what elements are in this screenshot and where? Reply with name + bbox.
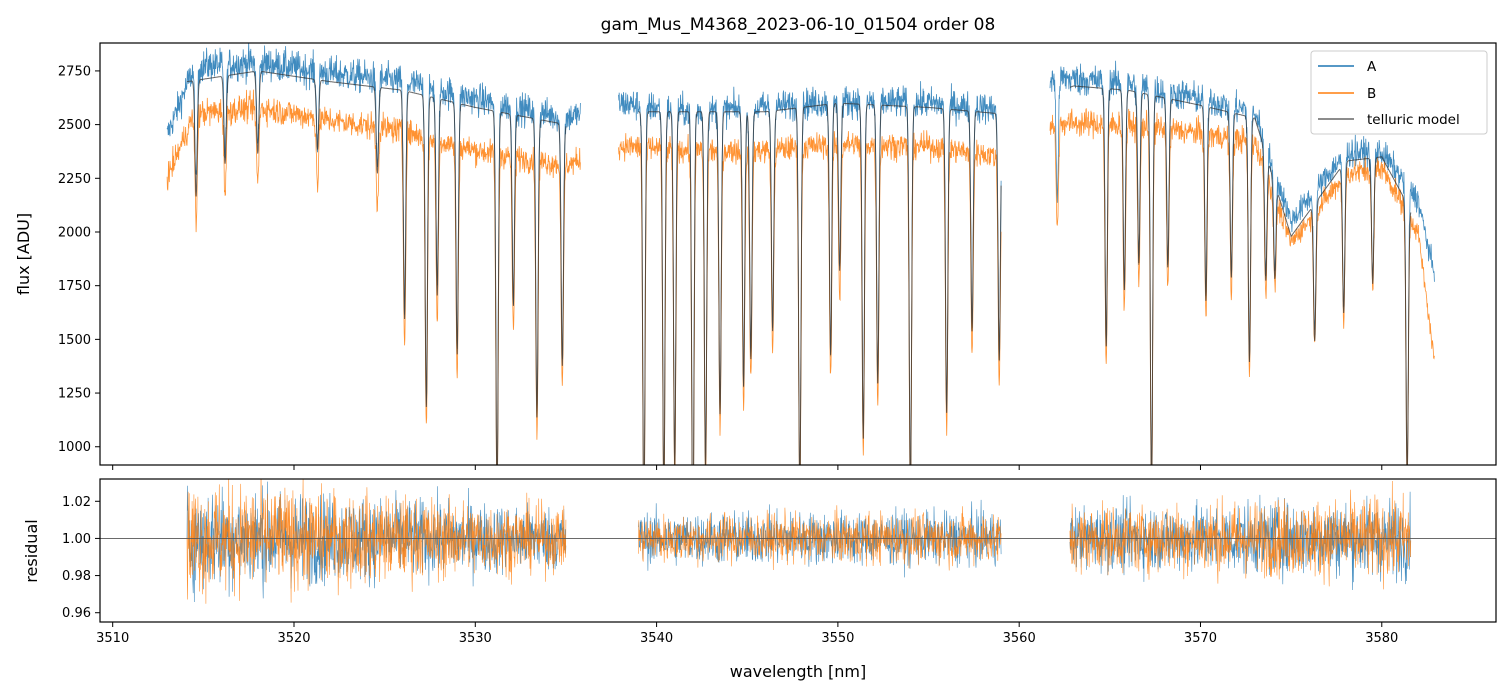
legend-label-telluric: telluric model: [1367, 112, 1460, 128]
legend: A B telluric model: [1310, 50, 1488, 135]
series-line-b: [166, 89, 581, 465]
bottom-y-tick-label: 0.98: [62, 569, 91, 584]
series-line-telluric-model: [1069, 85, 1412, 465]
legend-box: [1310, 50, 1488, 135]
bottom-y-axis-label: residual: [22, 519, 41, 582]
series-line-telluric-model: [638, 103, 1002, 465]
bottom-x-ticks: 3510 3520 3530 3540 3550 3560 3570 3580: [96, 622, 1398, 646]
top-y-tick-label: 2000: [58, 225, 91, 240]
series-line-a: [618, 81, 1002, 465]
top-y-ticks: 1000 1250 1500 1750 2000 2250 2500 2750: [58, 64, 100, 455]
bottom-y-tick-label: 1.00: [62, 532, 91, 547]
top-plot-area: [166, 43, 1435, 465]
bottom-axes-frame: [99, 478, 1497, 623]
residual-line-b: [638, 505, 1002, 571]
residual-line-b: [1069, 480, 1412, 590]
top-y-tick-label: 1500: [58, 333, 91, 348]
top-axes-frame: [99, 42, 1497, 466]
top-y-tick-label: 1750: [58, 279, 91, 294]
x-axis-label: wavelength [nm]: [730, 662, 867, 681]
bottom-x-tick-label: 3540: [640, 631, 673, 646]
top-x-ticks: [112, 465, 1383, 470]
bottom-x-tick-label: 3510: [96, 631, 129, 646]
top-y-tick-label: 2750: [58, 64, 91, 79]
bottom-x-tick-label: 3570: [1184, 631, 1217, 646]
bottom-x-tick-label: 3520: [277, 631, 310, 646]
residual-line-b: [186, 479, 567, 604]
series-line-b: [618, 130, 1002, 465]
bottom-y-ticks: 0.96 0.98 1.00 1.02: [62, 495, 100, 621]
top-y-tick-label: 2250: [58, 172, 91, 187]
series-line-a: [1049, 60, 1435, 465]
bottom-x-tick-label: 3530: [459, 631, 492, 646]
top-y-tick-label: 1250: [58, 387, 91, 402]
bottom-plot-area: [100, 479, 1496, 604]
bottom-y-tick-label: 0.96: [62, 606, 91, 621]
bottom-x-tick-label: 3560: [1003, 631, 1036, 646]
bottom-x-tick-label: 3580: [1365, 631, 1398, 646]
top-y-tick-label: 1000: [58, 440, 91, 455]
chart-title: gam_Mus_M4368_2023-06-10_01504 order 08: [601, 15, 996, 35]
legend-label-b: B: [1367, 86, 1376, 102]
top-y-tick-label: 2500: [58, 118, 91, 133]
bottom-x-tick-label: 3550: [821, 631, 854, 646]
legend-label-a: A: [1367, 59, 1377, 75]
top-y-axis-label: flux [ADU]: [14, 213, 33, 295]
series-line-telluric-model: [186, 71, 567, 465]
bottom-y-tick-label: 1.02: [62, 495, 91, 510]
